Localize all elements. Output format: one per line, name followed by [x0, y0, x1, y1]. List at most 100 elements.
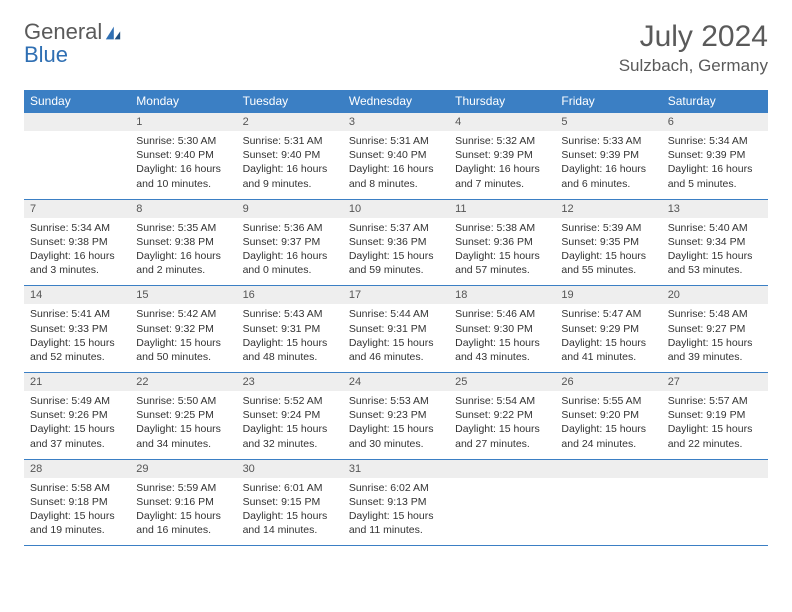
- day-cell: [449, 459, 555, 546]
- day-number: [555, 460, 661, 478]
- day-number: 8: [130, 200, 236, 218]
- day-number: [24, 113, 130, 131]
- day-details: Sunrise: 5:57 AMSunset: 9:19 PMDaylight:…: [662, 391, 768, 459]
- day-cell: 21Sunrise: 5:49 AMSunset: 9:26 PMDayligh…: [24, 373, 130, 460]
- day-details: Sunrise: 5:50 AMSunset: 9:25 PMDaylight:…: [130, 391, 236, 459]
- day-number: 17: [343, 286, 449, 304]
- day-cell: 13Sunrise: 5:40 AMSunset: 9:34 PMDayligh…: [662, 199, 768, 286]
- day-details: Sunrise: 5:32 AMSunset: 9:39 PMDaylight:…: [449, 131, 555, 199]
- col-friday: Friday: [555, 90, 661, 113]
- day-number: 30: [237, 460, 343, 478]
- day-cell: 17Sunrise: 5:44 AMSunset: 9:31 PMDayligh…: [343, 286, 449, 373]
- day-cell: 6Sunrise: 5:34 AMSunset: 9:39 PMDaylight…: [662, 113, 768, 200]
- col-tuesday: Tuesday: [237, 90, 343, 113]
- day-number: 19: [555, 286, 661, 304]
- day-cell: 24Sunrise: 5:53 AMSunset: 9:23 PMDayligh…: [343, 373, 449, 460]
- day-number: [449, 460, 555, 478]
- day-number: 29: [130, 460, 236, 478]
- day-number: 23: [237, 373, 343, 391]
- header: GeneralBlue July 2024 Sulzbach, Germany: [24, 20, 768, 76]
- day-details: Sunrise: 5:59 AMSunset: 9:16 PMDaylight:…: [130, 478, 236, 546]
- day-number: 5: [555, 113, 661, 131]
- day-details: Sunrise: 5:37 AMSunset: 9:36 PMDaylight:…: [343, 218, 449, 286]
- day-details: Sunrise: 5:55 AMSunset: 9:20 PMDaylight:…: [555, 391, 661, 459]
- day-cell: 29Sunrise: 5:59 AMSunset: 9:16 PMDayligh…: [130, 459, 236, 546]
- day-details: Sunrise: 5:31 AMSunset: 9:40 PMDaylight:…: [237, 131, 343, 199]
- day-number: 28: [24, 460, 130, 478]
- day-number: 6: [662, 113, 768, 131]
- day-cell: 28Sunrise: 5:58 AMSunset: 9:18 PMDayligh…: [24, 459, 130, 546]
- day-cell: 1Sunrise: 5:30 AMSunset: 9:40 PMDaylight…: [130, 113, 236, 200]
- day-number: 18: [449, 286, 555, 304]
- day-number: 1: [130, 113, 236, 131]
- day-cell: 5Sunrise: 5:33 AMSunset: 9:39 PMDaylight…: [555, 113, 661, 200]
- week-row: 28Sunrise: 5:58 AMSunset: 9:18 PMDayligh…: [24, 459, 768, 546]
- day-number: 4: [449, 113, 555, 131]
- day-details: Sunrise: 5:48 AMSunset: 9:27 PMDaylight:…: [662, 304, 768, 372]
- day-number: 16: [237, 286, 343, 304]
- location: Sulzbach, Germany: [619, 56, 768, 76]
- day-number: 21: [24, 373, 130, 391]
- day-number: 12: [555, 200, 661, 218]
- day-cell: 19Sunrise: 5:47 AMSunset: 9:29 PMDayligh…: [555, 286, 661, 373]
- day-details: Sunrise: 5:31 AMSunset: 9:40 PMDaylight:…: [343, 131, 449, 199]
- day-cell: [662, 459, 768, 546]
- day-number: 14: [24, 286, 130, 304]
- day-cell: 9Sunrise: 5:36 AMSunset: 9:37 PMDaylight…: [237, 199, 343, 286]
- day-details: Sunrise: 5:39 AMSunset: 9:35 PMDaylight:…: [555, 218, 661, 286]
- day-details: Sunrise: 5:53 AMSunset: 9:23 PMDaylight:…: [343, 391, 449, 459]
- day-number: 9: [237, 200, 343, 218]
- day-number: 3: [343, 113, 449, 131]
- day-details: Sunrise: 5:58 AMSunset: 9:18 PMDaylight:…: [24, 478, 130, 546]
- day-cell: 23Sunrise: 5:52 AMSunset: 9:24 PMDayligh…: [237, 373, 343, 460]
- day-number: 13: [662, 200, 768, 218]
- day-details: Sunrise: 6:01 AMSunset: 9:15 PMDaylight:…: [237, 478, 343, 546]
- day-number: 25: [449, 373, 555, 391]
- col-sunday: Sunday: [24, 90, 130, 113]
- day-details: Sunrise: 5:42 AMSunset: 9:32 PMDaylight:…: [130, 304, 236, 372]
- day-details: Sunrise: 5:46 AMSunset: 9:30 PMDaylight:…: [449, 304, 555, 372]
- day-number: 20: [662, 286, 768, 304]
- header-row: Sunday Monday Tuesday Wednesday Thursday…: [24, 90, 768, 113]
- day-cell: [24, 113, 130, 200]
- day-details: Sunrise: 5:38 AMSunset: 9:36 PMDaylight:…: [449, 218, 555, 286]
- day-number: 26: [555, 373, 661, 391]
- day-cell: 3Sunrise: 5:31 AMSunset: 9:40 PMDaylight…: [343, 113, 449, 200]
- day-details: Sunrise: 5:41 AMSunset: 9:33 PMDaylight:…: [24, 304, 130, 372]
- calendar-table: Sunday Monday Tuesday Wednesday Thursday…: [24, 90, 768, 546]
- day-details: Sunrise: 5:36 AMSunset: 9:37 PMDaylight:…: [237, 218, 343, 286]
- month-title: July 2024: [619, 20, 768, 54]
- day-number: 2: [237, 113, 343, 131]
- col-wednesday: Wednesday: [343, 90, 449, 113]
- day-cell: 7Sunrise: 5:34 AMSunset: 9:38 PMDaylight…: [24, 199, 130, 286]
- day-cell: 10Sunrise: 5:37 AMSunset: 9:36 PMDayligh…: [343, 199, 449, 286]
- day-cell: 12Sunrise: 5:39 AMSunset: 9:35 PMDayligh…: [555, 199, 661, 286]
- day-details: Sunrise: 5:47 AMSunset: 9:29 PMDaylight:…: [555, 304, 661, 372]
- day-number: 11: [449, 200, 555, 218]
- day-number: 22: [130, 373, 236, 391]
- col-saturday: Saturday: [662, 90, 768, 113]
- day-cell: 14Sunrise: 5:41 AMSunset: 9:33 PMDayligh…: [24, 286, 130, 373]
- day-cell: 16Sunrise: 5:43 AMSunset: 9:31 PMDayligh…: [237, 286, 343, 373]
- day-cell: 18Sunrise: 5:46 AMSunset: 9:30 PMDayligh…: [449, 286, 555, 373]
- day-number: 24: [343, 373, 449, 391]
- day-number: 10: [343, 200, 449, 218]
- day-details: Sunrise: 5:52 AMSunset: 9:24 PMDaylight:…: [237, 391, 343, 459]
- day-cell: 8Sunrise: 5:35 AMSunset: 9:38 PMDaylight…: [130, 199, 236, 286]
- day-cell: 26Sunrise: 5:55 AMSunset: 9:20 PMDayligh…: [555, 373, 661, 460]
- day-cell: 11Sunrise: 5:38 AMSunset: 9:36 PMDayligh…: [449, 199, 555, 286]
- day-number: 15: [130, 286, 236, 304]
- week-row: 21Sunrise: 5:49 AMSunset: 9:26 PMDayligh…: [24, 373, 768, 460]
- day-number: 27: [662, 373, 768, 391]
- day-number: [662, 460, 768, 478]
- week-row: 14Sunrise: 5:41 AMSunset: 9:33 PMDayligh…: [24, 286, 768, 373]
- day-details: Sunrise: 5:44 AMSunset: 9:31 PMDaylight:…: [343, 304, 449, 372]
- day-details: Sunrise: 5:34 AMSunset: 9:38 PMDaylight:…: [24, 218, 130, 286]
- week-row: 1Sunrise: 5:30 AMSunset: 9:40 PMDaylight…: [24, 113, 768, 200]
- day-cell: 27Sunrise: 5:57 AMSunset: 9:19 PMDayligh…: [662, 373, 768, 460]
- day-cell: 30Sunrise: 6:01 AMSunset: 9:15 PMDayligh…: [237, 459, 343, 546]
- day-number: 7: [24, 200, 130, 218]
- day-details: Sunrise: 5:40 AMSunset: 9:34 PMDaylight:…: [662, 218, 768, 286]
- day-details: Sunrise: 6:02 AMSunset: 9:13 PMDaylight:…: [343, 478, 449, 546]
- day-cell: [555, 459, 661, 546]
